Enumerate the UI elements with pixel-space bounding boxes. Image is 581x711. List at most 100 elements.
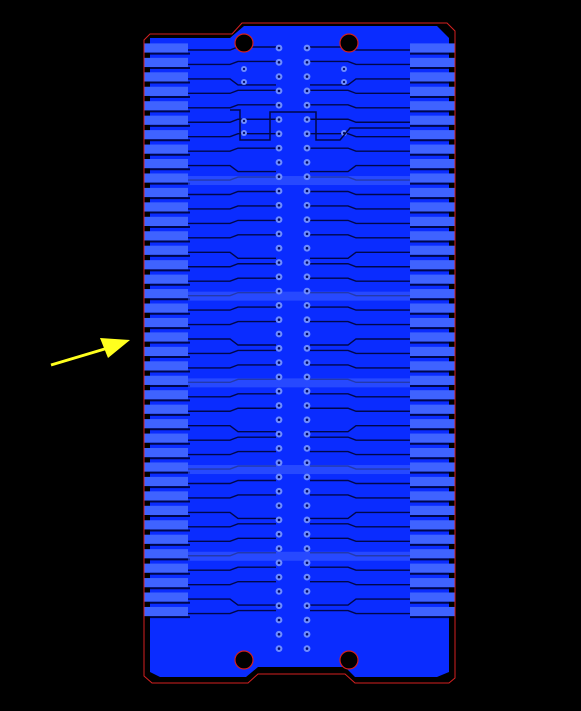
right-finger-pad — [410, 130, 455, 140]
top-pad-isolation — [230, 109, 410, 141]
right-finger-pad — [410, 144, 455, 154]
left-finger-pad — [144, 173, 188, 183]
via-drill — [305, 118, 309, 121]
via-drill — [305, 347, 309, 350]
trace-isolation — [188, 450, 410, 456]
right-finger-pad — [410, 101, 455, 111]
left-finger-pad — [144, 101, 188, 111]
right-finger-pad — [410, 520, 455, 530]
via-drill — [305, 490, 309, 493]
trace-isolation — [188, 147, 410, 152]
trace-isolation — [188, 89, 410, 95]
trace-isolation — [188, 566, 410, 571]
pcb-board — [143, 22, 456, 684]
via-drill — [305, 232, 309, 236]
right-finger-pad — [410, 72, 455, 82]
right-finger-pad — [410, 491, 455, 501]
via-drill — [305, 647, 309, 650]
left-finger-pad — [144, 534, 188, 544]
left-finger-pad — [144, 332, 188, 342]
ground-band — [188, 551, 410, 561]
via-drill — [277, 175, 281, 178]
via-drill — [277, 332, 281, 336]
right-finger-pad — [410, 202, 455, 212]
trace-isolation — [188, 190, 410, 196]
right-finger-pad — [410, 274, 455, 284]
right-finger-pad — [410, 86, 455, 96]
copper-pour — [150, 26, 449, 677]
via-drill — [305, 146, 309, 150]
via-drill — [277, 432, 281, 436]
via-drill — [277, 547, 281, 550]
via-drill — [305, 575, 309, 579]
left-finger-pad — [144, 549, 188, 559]
via-drill — [305, 189, 309, 193]
via-drill — [305, 261, 309, 264]
via-drill — [305, 75, 309, 78]
via-drill — [305, 618, 309, 622]
via-drill — [305, 161, 309, 164]
right-finger-pad — [410, 390, 455, 400]
signal-traces — [188, 46, 410, 615]
trace-isolation — [188, 494, 410, 499]
right-finger-pad — [410, 534, 455, 544]
via-drill — [305, 332, 309, 336]
via-drill — [277, 218, 281, 221]
right-finger-pad — [410, 159, 455, 169]
right-finger-pad — [410, 317, 455, 328]
via-drill — [305, 304, 309, 307]
via-drill — [277, 75, 281, 78]
mounting-hole-top-left — [234, 33, 254, 53]
via-drill — [277, 618, 281, 622]
via-drill — [305, 289, 309, 293]
left-finger-pad — [144, 216, 188, 226]
right-finger-pad — [410, 448, 455, 458]
via-drill — [242, 131, 246, 135]
via-drill — [305, 275, 309, 279]
via-drill — [305, 561, 309, 565]
right-finger-pad — [410, 303, 455, 313]
trace-isolation — [188, 78, 410, 86]
right-finger-pad — [410, 462, 455, 472]
left-finger-pad — [144, 404, 188, 414]
via-drill — [305, 318, 309, 322]
top-connector-pads — [230, 109, 410, 141]
via-drill — [277, 461, 281, 465]
via-drill — [277, 633, 281, 636]
via-drill — [277, 504, 281, 507]
left-finger-pad — [144, 419, 188, 429]
via-drill — [277, 103, 281, 107]
via-drill — [305, 61, 309, 64]
via-drill — [277, 46, 281, 50]
via-drill — [342, 80, 346, 84]
via-drill — [277, 232, 281, 236]
via-drill — [277, 204, 281, 207]
right-finger-pad — [410, 260, 455, 270]
left-finger-pad — [144, 505, 188, 515]
board-outline — [143, 22, 456, 684]
yellow-arrow-icon — [50, 338, 130, 367]
right-finger-pad — [410, 173, 455, 183]
via-drill — [277, 304, 281, 307]
right-finger-pad — [410, 187, 455, 198]
trace-isolation — [188, 364, 410, 369]
trace-isolation — [188, 219, 410, 225]
via-drill — [242, 119, 246, 123]
ground-band — [188, 291, 410, 301]
left-finger-pad — [144, 202, 188, 212]
right-finger-pad — [410, 476, 455, 487]
left-finger-pad — [144, 260, 188, 270]
left-finger-pad — [144, 592, 188, 602]
via-drill — [277, 447, 281, 450]
mounting-holes — [234, 33, 359, 670]
via-drill — [305, 547, 309, 550]
right-finger-pad — [410, 578, 455, 588]
trace-isolation — [188, 393, 410, 398]
arrow-shaft — [50, 346, 109, 367]
left-finger-pad — [144, 606, 188, 617]
via-drill — [305, 103, 309, 107]
via-drill — [305, 604, 309, 607]
via-drill — [277, 561, 281, 565]
trace-isolation — [188, 580, 410, 586]
